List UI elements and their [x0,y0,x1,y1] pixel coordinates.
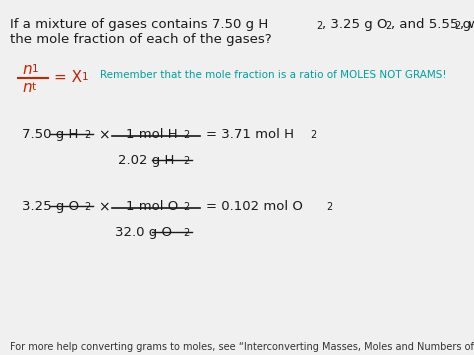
Text: 32.0 g O: 32.0 g O [115,226,172,239]
Text: 2.02 g H: 2.02 g H [118,154,174,167]
Text: 2: 2 [316,21,322,31]
Text: n: n [22,80,32,95]
Text: 2: 2 [310,130,316,140]
Text: ×: × [98,128,109,142]
Text: 2: 2 [183,130,189,140]
Text: 2: 2 [84,130,90,140]
Text: 2: 2 [183,228,189,238]
Text: If a mixture of gases contains 7.50 g H: If a mixture of gases contains 7.50 g H [10,18,268,31]
Text: For more help converting grams to moles, see “Interconverting Masses, Moles and : For more help converting grams to moles,… [10,342,474,352]
Text: the mole fraction of each of the gases?: the mole fraction of each of the gases? [10,33,272,46]
Text: 1: 1 [32,64,38,74]
Text: 2: 2 [183,202,189,212]
Text: 7.50 g H: 7.50 g H [22,128,78,141]
Text: 3.25 g O: 3.25 g O [22,200,79,213]
Text: 1 mol H: 1 mol H [126,128,178,141]
Text: 1 mol O: 1 mol O [126,200,178,213]
Text: 2: 2 [454,21,460,31]
Text: 2: 2 [183,156,189,166]
Text: Remember that the mole fraction is a ratio of MOLES NOT GRAMS!: Remember that the mole fraction is a rat… [100,70,447,80]
Text: , and 5.55 g N: , and 5.55 g N [391,18,474,31]
Text: = X: = X [54,70,82,85]
Text: 2: 2 [326,202,332,212]
Text: = 0.102 mol O: = 0.102 mol O [206,200,303,213]
Text: ×: × [98,200,109,214]
Text: 2: 2 [385,21,391,31]
Text: 2: 2 [84,202,90,212]
Text: 1: 1 [82,72,89,82]
Text: n: n [22,62,32,77]
Text: = 3.71 mol H: = 3.71 mol H [206,128,294,141]
Text: t: t [32,82,36,92]
Text: , 3.25 g O: , 3.25 g O [322,18,388,31]
Text: , what is: , what is [460,18,474,31]
